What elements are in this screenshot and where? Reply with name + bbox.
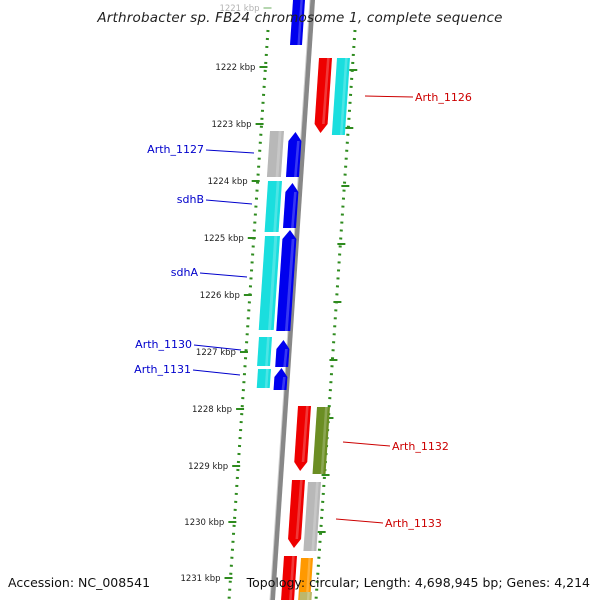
gene-label-right: Arth_1133 — [385, 517, 442, 530]
gene-arrow-sdhb — [283, 183, 298, 228]
leader-line-left — [206, 200, 252, 204]
gene-block-khaki — [299, 592, 312, 600]
gene-label-left: Arth_1130 — [135, 338, 192, 351]
scale-tick-label: 1223 kbp — [212, 120, 252, 130]
accession-text: Accession: NC_008541 — [8, 575, 150, 590]
scale-tick-label: 1225 kbp — [204, 234, 244, 244]
scale-tick-label: 1228 kbp — [192, 405, 232, 415]
leader-line-left — [193, 370, 240, 375]
scale-tick-label: 1226 kbp — [200, 291, 240, 301]
leader-line-right — [343, 442, 390, 446]
gene-label-left: Arth_1127 — [147, 143, 204, 156]
scale-tick-label: 1230 kbp — [184, 518, 224, 528]
gene-label-left: Arth_1131 — [134, 363, 191, 376]
scale-tick-label: 1224 kbp — [208, 177, 248, 187]
gene-label-right: Arth_1132 — [392, 440, 449, 453]
map-title: Arthrobacter sp. FB24 chromosome 1, comp… — [0, 10, 600, 26]
scale-tick-label: 1231 kbp — [180, 574, 220, 584]
gene-block-arth-1131 — [257, 369, 271, 388]
gene-label-left: sdhB — [177, 193, 204, 206]
scale-tick-label: 1229 kbp — [188, 462, 228, 472]
scale-tick-label: 1222 kbp — [215, 63, 255, 73]
genome-map: 1221 kbp1222 kbp1223 kbp1224 kbp1225 kbp… — [0, 0, 600, 600]
gene-label-right: Arth_1126 — [415, 91, 472, 104]
leader-line-left — [206, 150, 254, 153]
genome-map-canvas: 1221 kbp 1222 kbp 1223 kbp 1224 kbp 1225 kbp… — [0, 0, 600, 600]
gene-block-arth-1127 — [267, 131, 284, 177]
scale-tick-label: 1227 kbp — [196, 348, 236, 358]
leader-line-right — [365, 96, 413, 97]
gene-block-arth-1130 — [257, 337, 272, 366]
topology-summary: Topology: circular; Length: 4,698,945 bp… — [247, 575, 590, 590]
gene-arrow-blue-1127 — [286, 132, 301, 177]
leader-line-left — [200, 273, 247, 277]
gene-label-left: sdhA — [171, 266, 199, 279]
leader-line-right — [336, 519, 383, 523]
gene-block-sdhb — [265, 181, 282, 232]
